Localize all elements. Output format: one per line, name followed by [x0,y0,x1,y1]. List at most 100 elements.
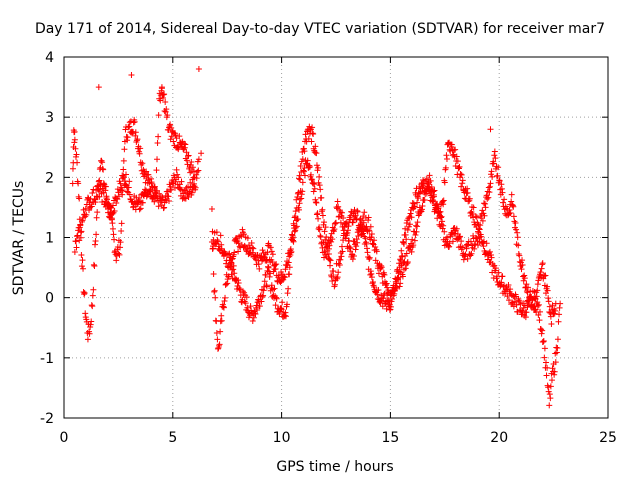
data-point [266,273,273,280]
data-point [105,209,112,216]
data-point [319,206,326,213]
data-point [540,337,547,344]
y-tick-label: 4 [45,50,54,66]
data-point [317,232,324,239]
data-point [223,257,230,264]
data-point [275,272,282,279]
data-point [296,175,303,182]
data-point [118,220,125,227]
data-point [491,148,498,155]
data-point [244,235,251,242]
data-point [124,188,131,195]
data-point [509,202,516,209]
data-point [161,204,168,211]
data-point [89,303,96,310]
data-point [78,251,85,258]
data-point [552,307,559,314]
data-point [185,152,192,159]
data-point [235,280,242,287]
data-point [486,189,493,196]
data-point [239,226,246,233]
data-point [113,257,120,264]
data-point [386,300,393,307]
data-point [402,225,409,232]
data-point [164,112,171,119]
data-point [459,180,466,187]
data-point [242,300,249,307]
data-point [99,159,106,166]
data-point [97,181,104,188]
data-point [411,204,418,211]
data-point [268,248,275,255]
data-point [439,198,446,205]
data-point [366,227,373,234]
data-point [428,183,435,190]
data-point [272,265,279,272]
data-point [340,214,347,221]
data-point [549,365,556,372]
data-point [214,238,221,245]
data-point [423,176,430,183]
data-point [230,266,237,273]
data-point [284,301,291,308]
data-point [279,299,286,306]
data-point [92,238,99,245]
data-point [97,181,104,188]
data-point [554,344,561,351]
data-point [354,239,361,246]
data-point [297,176,304,183]
data-point [299,156,306,163]
data-point [155,133,162,140]
data-point [312,199,319,206]
data-point [151,184,158,191]
data-point [211,288,218,295]
data-point [337,219,344,226]
data-point [137,145,144,152]
data-point [110,231,117,238]
data-point [378,262,385,269]
data-point [404,260,411,267]
data-point [397,280,404,287]
data-point [488,168,495,175]
data-point [536,317,543,324]
data-point [491,152,498,159]
data-point [86,330,93,337]
data-point [298,191,305,198]
data-point [482,200,489,207]
data-point [367,223,374,230]
data-point [99,165,106,172]
data-point [534,281,541,288]
data-point [408,214,415,221]
y-tick-label: -1 [40,351,54,367]
data-point [404,226,411,233]
data-point [397,257,404,264]
data-point [293,196,300,203]
data-point [188,159,195,166]
data-point [546,303,553,310]
data-point [310,188,317,195]
data-point [544,287,551,294]
data-point [84,194,91,201]
data-point [273,295,280,302]
data-point [552,359,559,366]
data-point [421,196,428,203]
data-point [81,289,88,296]
data-point [82,310,89,317]
data-point [249,244,256,251]
data-point [183,157,190,164]
data-point [309,130,316,137]
data-point [523,309,530,316]
data-point [228,260,235,267]
data-point [351,206,358,213]
data-point [128,72,135,79]
data-point [155,112,162,119]
data-point [453,225,460,232]
data-point [330,268,337,275]
data-point [265,264,272,271]
data-point [287,247,294,254]
data-point [175,174,182,181]
data-point [343,232,350,239]
data-point [327,262,334,269]
data-point [292,208,299,215]
data-point [167,121,174,128]
